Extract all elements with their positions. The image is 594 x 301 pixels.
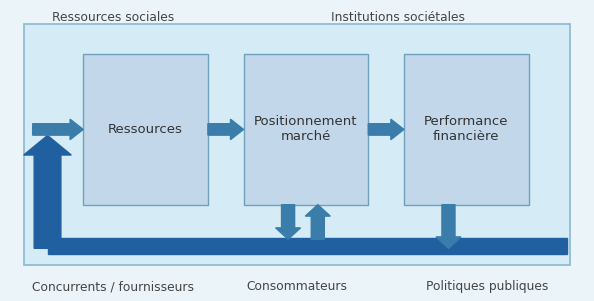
FancyArrow shape	[368, 119, 404, 140]
Text: Positionnement
marché: Positionnement marché	[254, 115, 358, 144]
Bar	[83, 54, 208, 205]
FancyArrow shape	[436, 205, 461, 248]
Bar	[404, 54, 529, 205]
Text: Consommateurs: Consommateurs	[247, 281, 347, 293]
Text: Ressources sociales: Ressources sociales	[52, 11, 174, 23]
Bar	[244, 54, 368, 205]
FancyArrow shape	[24, 135, 71, 248]
Text: Politiques publiques: Politiques publiques	[426, 281, 548, 293]
Bar	[48, 238, 567, 254]
FancyArrow shape	[305, 205, 330, 239]
Text: Institutions sociétales: Institutions sociétales	[331, 11, 465, 23]
Text: Ressources: Ressources	[108, 123, 183, 136]
Text: Performance
financière: Performance financière	[424, 115, 508, 144]
FancyArrow shape	[276, 205, 301, 239]
FancyArrow shape	[208, 119, 244, 140]
FancyArrow shape	[33, 119, 83, 140]
Bar	[24, 24, 570, 265]
Text: Concurrents / fournisseurs: Concurrents / fournisseurs	[32, 281, 194, 293]
